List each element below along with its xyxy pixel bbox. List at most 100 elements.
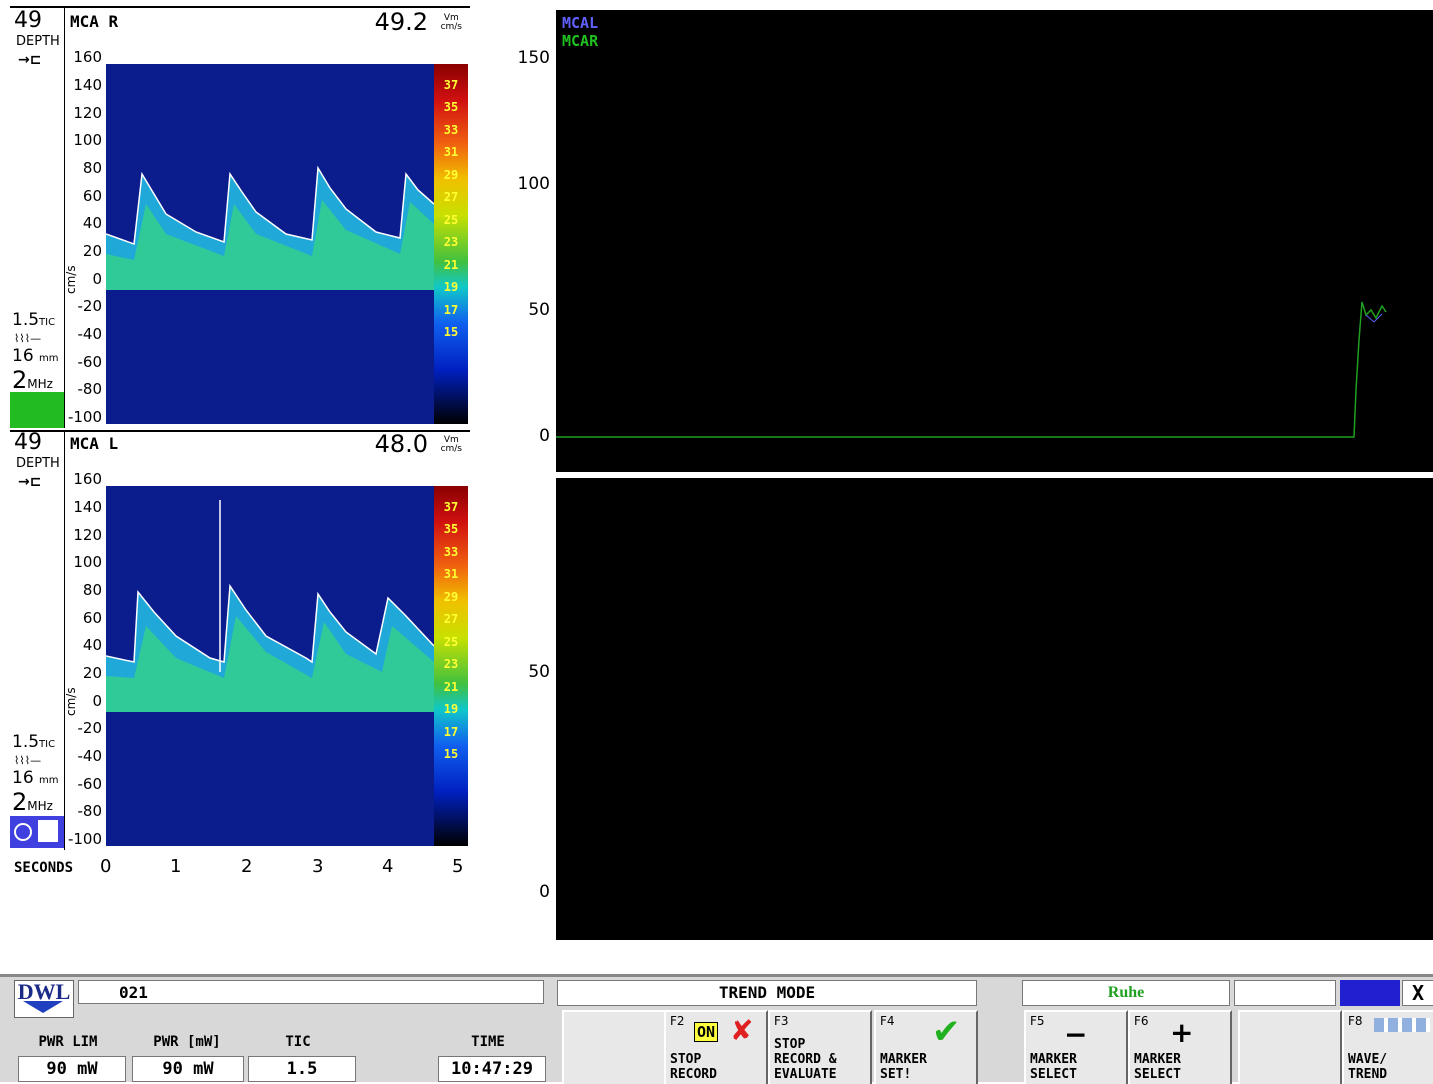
vmean-value: 49.2 — [374, 8, 428, 36]
tic-readout: 1.5TIC — [12, 310, 55, 330]
time-tick: 4 — [382, 856, 394, 877]
tic-label: TIC — [285, 1034, 311, 1050]
trend-top-y-tick: 50 — [528, 300, 550, 320]
frequency-value: 2 — [12, 366, 28, 394]
vmean-unit: Vm cm/s — [441, 436, 462, 454]
f5-label: F5 — [1030, 1014, 1045, 1028]
colorbar-tick: 31 — [443, 145, 459, 159]
y-tick: -100 — [67, 830, 102, 848]
f4-line1: MARKER — [880, 1052, 927, 1067]
depth-value: 49 — [14, 8, 42, 33]
blank-field — [1234, 980, 1336, 1006]
depth-label: DEPTH — [16, 34, 60, 49]
vessel-name: MCA R — [70, 12, 119, 31]
close-button[interactable]: X — [1402, 980, 1433, 1006]
colorbar-tick: 35 — [443, 522, 459, 536]
y-tick: 140 — [73, 76, 102, 94]
y-tick: 0 — [92, 270, 102, 288]
colorbar-tick: 27 — [443, 612, 459, 626]
colorbar-tick: 31 — [443, 567, 459, 581]
colorbar-tick: 27 — [443, 190, 459, 204]
f2-line1: STOP — [670, 1052, 702, 1067]
y-tick: 40 — [82, 214, 102, 232]
sample-volume-value: 16 — [12, 768, 34, 788]
trend-line — [556, 301, 1387, 438]
tic-value: 1.5 — [248, 1056, 356, 1082]
mode-display: TREND MODE — [557, 980, 977, 1006]
f2-label: F2 — [670, 1014, 685, 1028]
probe-direction-icon: →⊏ — [18, 52, 42, 68]
doppler-spectrum — [106, 64, 434, 424]
pwr-lim-value: 90 mW — [18, 1056, 126, 1082]
vmean-unit-bottom: cm/s — [440, 444, 462, 454]
f3-label: F3 — [774, 1014, 789, 1028]
cross-icon: ✘ — [730, 1014, 754, 1047]
colorbar-tick: 25 — [443, 213, 459, 227]
colorbar-tick: 23 — [443, 235, 459, 249]
colorbar-tick: 21 — [443, 680, 459, 694]
tic-readout: 1.5TIC — [12, 732, 55, 752]
y-tick: -20 — [77, 297, 103, 315]
f6-marker-select-plus-button[interactable]: F6 + MARKER SELECT — [1128, 1010, 1232, 1084]
colorbar-tick: 33 — [443, 545, 459, 559]
f5-marker-select-minus-button[interactable]: F5 − MARKER SELECT — [1024, 1010, 1128, 1084]
sample-volume-value: 16 — [12, 346, 34, 366]
pwr-value: 90 mW — [132, 1056, 244, 1082]
panel-sidebar: 49 DEPTH →⊏ 1.5TIC ⌇⌇⌇— 16 mm 2MHz — [10, 430, 65, 850]
f2-stop-record-button[interactable]: F2 ON ✘ STOP RECORD — [664, 1010, 768, 1084]
frequency: 2MHz — [12, 788, 53, 816]
y-tick: 60 — [82, 609, 102, 627]
logo-text: DWL — [17, 979, 71, 1004]
y-tick: 100 — [73, 553, 102, 571]
colorbar-tick: 25 — [443, 635, 459, 649]
time-tick: 0 — [100, 856, 112, 877]
f6-text: MARKER SELECT — [1134, 1052, 1181, 1082]
vmean-unit: Vm cm/s — [441, 14, 462, 32]
colorbar-tick: 35 — [443, 100, 459, 114]
sample-volume-icon: ⌇⌇⌇— — [14, 332, 42, 345]
f8-label: F8 — [1348, 1014, 1363, 1028]
colorbar-tick: 21 — [443, 258, 459, 272]
minus-icon: − — [1064, 1018, 1088, 1051]
legend-mcal: MCAL — [562, 14, 599, 32]
colorbar-tick: 17 — [443, 725, 459, 739]
panel-sidebar: 49 DEPTH →⊏ 1.5TIC ⌇⌇⌇— 16 mm 2MHz — [10, 8, 65, 428]
f6-label: F6 — [1134, 1014, 1149, 1028]
time-tick: 5 — [452, 856, 464, 877]
time-tick: 3 — [312, 856, 324, 877]
wave-trend-icon — [1374, 1018, 1430, 1032]
trend-bottom-y-tick: 50 — [528, 662, 550, 682]
time-label: TIME — [471, 1034, 505, 1050]
probe-icon[interactable] — [10, 816, 64, 848]
trend-chart-bottom — [556, 478, 1433, 940]
tic-value: 1.5 — [12, 732, 40, 752]
f6-line1: MARKER — [1134, 1052, 1181, 1067]
time-tick: 2 — [241, 856, 253, 877]
f8-wave-trend-button[interactable]: F8 WAVE/TREND — [1342, 1010, 1433, 1084]
y-tick: 120 — [73, 104, 102, 122]
frequency-unit: MHz — [27, 377, 53, 391]
y-tick: -40 — [77, 747, 103, 765]
top-border — [10, 6, 470, 8]
doppler-panel-mca-r: 49 DEPTH →⊏ 1.5TIC ⌇⌇⌇— 16 mm 2MHz MCA R… — [10, 8, 470, 428]
f5-line1: MARKER — [1030, 1052, 1077, 1067]
colorbar-tick: 19 — [443, 702, 459, 716]
y-tick: 120 — [73, 526, 102, 544]
sample-volume: 16 mm — [12, 346, 59, 366]
pwr-lim-label: PWR LIM — [38, 1034, 98, 1050]
f4-marker-set-button[interactable]: F4 ✔ MARKER SET! — [874, 1010, 978, 1084]
plus-icon: + — [1170, 1016, 1194, 1049]
colorbar-tick: 15 — [443, 747, 459, 761]
f8-text: WAVE/TREND — [1348, 1052, 1387, 1082]
f8-line2: TREND — [1348, 1067, 1388, 1082]
f3-stop-record-evaluate-button[interactable]: F3 STOP RECORD & EVALUATE — [768, 1010, 872, 1084]
y-tick: 20 — [82, 242, 102, 260]
patient-id-field[interactable]: 021 — [78, 980, 544, 1004]
blue-indicator — [1340, 980, 1400, 1006]
vmean-unit-top: Vm — [443, 13, 459, 23]
f3-line2: RECORD & — [774, 1052, 837, 1067]
tic-label: TIC — [39, 739, 56, 750]
state-display: Ruhe — [1022, 980, 1230, 1006]
on-badge: ON — [694, 1022, 719, 1042]
y-tick: -100 — [67, 408, 102, 426]
